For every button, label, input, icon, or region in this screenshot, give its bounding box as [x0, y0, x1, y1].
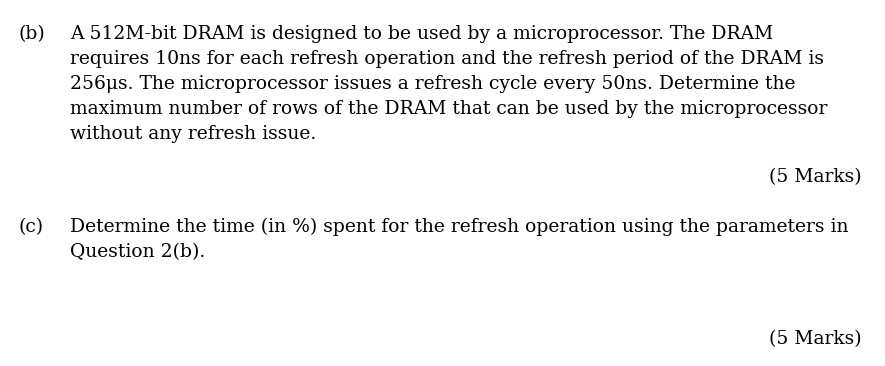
- Text: (b): (b): [18, 25, 45, 43]
- Text: maximum number of rows of the DRAM that can be used by the microprocessor: maximum number of rows of the DRAM that …: [70, 100, 827, 118]
- Text: 256μs. The microprocessor issues a refresh cycle every 50ns. Determine the: 256μs. The microprocessor issues a refre…: [70, 75, 796, 93]
- Text: A 512M-bit DRAM is designed to be used by a microprocessor. The DRAM: A 512M-bit DRAM is designed to be used b…: [70, 25, 773, 43]
- Text: Determine the time (in %) spent for the refresh operation using the parameters i: Determine the time (in %) spent for the …: [70, 218, 849, 236]
- Text: (5 Marks): (5 Marks): [769, 168, 862, 186]
- Text: requires 10ns for each refresh operation and the refresh period of the DRAM is: requires 10ns for each refresh operation…: [70, 50, 824, 68]
- Text: Question 2(b).: Question 2(b).: [70, 243, 205, 261]
- Text: without any refresh issue.: without any refresh issue.: [70, 125, 316, 143]
- Text: (5 Marks): (5 Marks): [769, 330, 862, 348]
- Text: (c): (c): [18, 218, 43, 236]
